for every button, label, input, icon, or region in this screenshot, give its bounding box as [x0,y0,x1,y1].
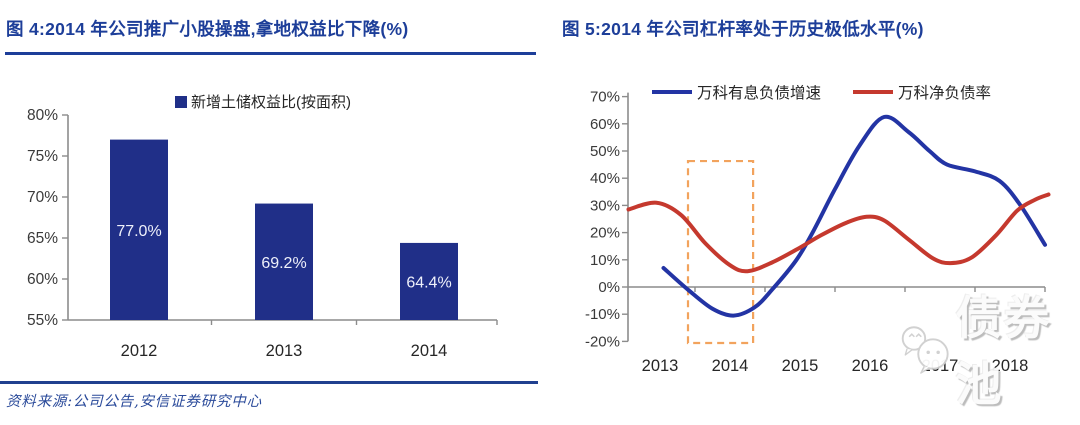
svg-text:30%: 30% [590,197,620,214]
svg-text:69.2%: 69.2% [261,255,306,272]
figure4-panel: 图 4:2014 年公司推广小股操盘,拿地权益比下降(%) 新增土储权益比(按面… [0,19,538,410]
svg-text:2014: 2014 [411,342,448,360]
svg-text:-20%: -20% [585,333,620,350]
source-separator [0,381,538,384]
svg-text:2015: 2015 [782,357,819,375]
svg-text:万科有息负债增速: 万科有息负债增速 [697,84,821,102]
watermark-text: 债券池 [955,292,1052,410]
svg-text:-10%: -10% [585,306,620,323]
svg-text:20%: 20% [590,225,620,242]
svg-text:10%: 10% [590,252,620,269]
svg-text:70%: 70% [27,189,58,206]
svg-text:55%: 55% [27,312,58,329]
figure5-line-chart: 万科有息负债增速 万科净负债率 70% 60% 50% 40% 30% 20% 10% 0% -10… [585,84,1051,375]
source-note: 资料来源:公司公告,安信证券研究中心 [6,394,262,410]
svg-text:2012: 2012 [121,342,158,360]
figure4-title: 图 4:2014 年公司推广小股操盘,拿地权益比下降(%) [6,19,409,39]
svg-text:2013: 2013 [642,357,679,375]
figure4-title-underline [5,52,536,55]
wechat-bubbles-icon [901,326,949,374]
svg-text:万科净负债率: 万科净负债率 [898,84,991,102]
svg-text:40%: 40% [590,170,620,187]
svg-text:64.4%: 64.4% [406,274,451,291]
svg-text:60%: 60% [590,116,620,133]
svg-text:75%: 75% [27,148,58,165]
svg-text:70%: 70% [590,89,620,106]
svg-text:60%: 60% [27,271,58,288]
svg-text:2018: 2018 [992,357,1029,375]
svg-text:2013: 2013 [266,342,303,360]
svg-text:2014: 2014 [712,357,749,375]
svg-text:80%: 80% [27,107,58,124]
svg-text:77.0%: 77.0% [116,223,161,240]
watermark: 债券池 [888,282,1080,414]
figure4-bar-chart: 新增土储权益比(按面积) 80% 75% 70% 65% 60% 55% 77.0% 2012 6… [27,94,498,360]
svg-text:65%: 65% [27,230,58,247]
svg-text:50%: 50% [590,143,620,160]
svg-text:2016: 2016 [852,357,889,375]
svg-text:0%: 0% [598,279,620,296]
figure5-title: 图 5:2014 年公司杠杆率处于历史极低水平(%) [562,19,924,39]
figure5-panel: 图 5:2014 年公司杠杆率处于历史极低水平(%) 万科有息负债增速 万科净负债… [540,0,1080,425]
svg-text:新增土储权益比(按面积): 新增土储权益比(按面积) [191,94,351,111]
